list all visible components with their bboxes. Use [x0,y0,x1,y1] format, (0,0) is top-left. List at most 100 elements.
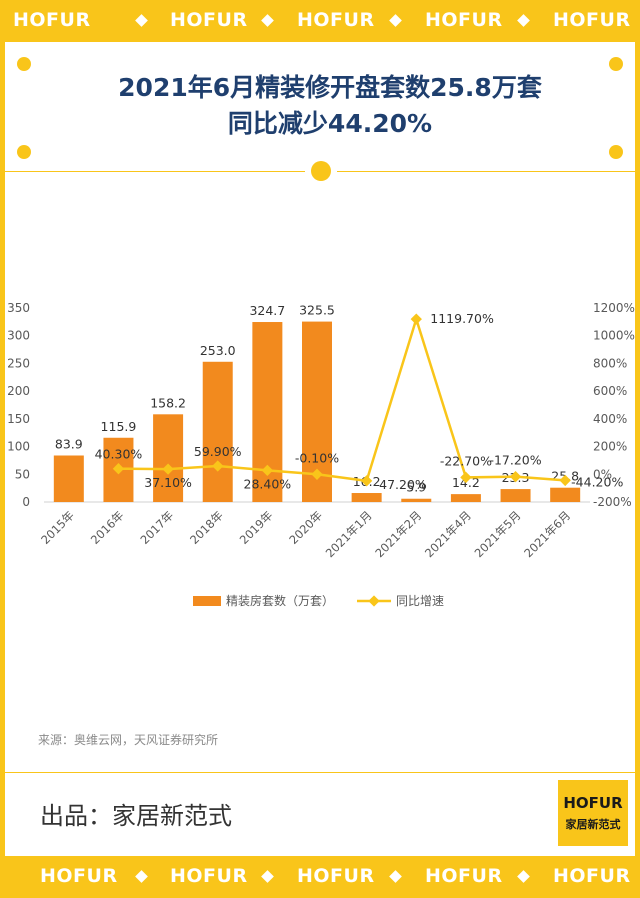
y-right-tick-label: 0% [593,467,612,481]
title-line-2: 同比减少44.20% [227,109,433,138]
producer-credit: 出品：家居新范式 [40,802,232,830]
y-left-tick-label: 350 [7,301,30,315]
y-right-tick-label: 1200% [593,301,635,315]
growth-point [212,460,224,472]
bar-value-label: 83.9 [55,436,83,451]
x-category-label: 2018年 [187,508,226,547]
corner-dot-icon [17,57,31,71]
legend-line-marker [368,595,380,607]
growth-point [360,475,373,487]
bar-value-label: 325.5 [299,303,335,318]
brand-wordmark: HOFUR [425,9,503,31]
bar [202,361,233,502]
x-category-label: 2021年2月 [372,508,424,560]
logo-wordmark: HOFUR [563,794,623,812]
growth-point [559,474,571,487]
diamond-icon [135,14,148,27]
x-category-label: 2016年 [88,508,127,547]
growth-value-label: -0.10% [295,450,339,465]
title-separator-right [337,171,635,172]
bottom-brand-row: HOFUR HOFUR HOFUR HOFUR HOFUR [0,856,640,898]
y-left-tick-label: 0 [22,495,30,509]
diamond-icon [517,870,530,883]
diamond-icon [517,14,530,27]
x-category-label: 2015年 [38,508,77,547]
y-left-tick-label: 150 [7,412,30,426]
bar [53,455,84,502]
growth-line [118,314,566,483]
corner-dot-icon [17,145,31,159]
legend-line-label: 同比增速 [396,594,444,608]
brand-wordmark: HOFUR [297,9,375,31]
growth-point [460,471,472,484]
brand-wordmark: HOFUR [170,9,248,31]
diamond-icon [261,870,274,883]
x-category-label: 2020年 [286,508,325,547]
y-right-tick-label: -200% [593,495,632,509]
y-right-tick-label: 1000% [593,329,635,343]
brand-wordmark: HOFUR [170,865,248,887]
title-separator-left [5,171,305,172]
y-left-tick-label: 250 [7,356,30,370]
growth-value-label: -17.20% [489,453,541,468]
source-note: 来源：奥维云网，天风证券研究所 [38,733,219,747]
growth-value-label: 28.40% [244,476,292,491]
growth-value-label: 37.10% [144,475,192,490]
page-title: 2021年6月精装修开盘套数25.8万套 同比减少44.20% [40,70,620,142]
corner-dot-icon [609,145,623,159]
growth-point [162,463,174,475]
logo-subtitle: 家居新范式 [565,818,621,831]
bar [550,487,581,502]
y-left-tick-label: 300 [7,329,30,343]
growth-point [112,463,125,475]
bottom-brand-band: HOFUR HOFUR HOFUR HOFUR HOFUR [0,856,640,898]
brand-wordmark: HOFUR [553,865,631,887]
brand-wordmark: HOFUR [13,9,91,31]
diamond-icon [389,870,402,883]
growth-value-label: 59.90% [194,444,242,459]
bar [401,498,432,502]
diamond-icon [135,870,148,883]
y-right-tick-label: 200% [593,440,627,454]
x-category-label: 2021年4月 [422,508,474,560]
x-category-label: 2021年1月 [323,508,375,560]
y-right-tick-label: 600% [593,384,627,398]
growth-point [261,464,274,477]
bar [500,489,531,502]
x-category-label: 2021年6月 [521,508,573,560]
growth-point [311,468,323,480]
separator-dot-icon [311,161,331,181]
x-category-label: 2019年 [237,508,276,547]
diamond-icon [389,14,402,27]
title-line-1: 2021年6月精装修开盘套数25.8万套 [118,73,542,102]
bar [450,494,481,502]
x-category-label: 2021年5月 [472,508,524,560]
y-right-tick-label: 800% [593,356,627,370]
growth-value-label: 1119.70% [430,311,494,326]
corner-dot-icon [609,57,623,71]
growth-point [410,313,422,325]
growth-value-label: -47.20% [375,477,427,492]
brand-logo: HOFUR 家居新范式 [558,780,628,846]
brand-wordmark: HOFUR [553,9,631,31]
footer-separator [5,772,635,773]
content-frame [0,42,640,856]
y-left-tick-label: 200 [7,384,30,398]
y-left-tick-label: 100 [7,440,30,454]
top-brand-band: HOFUR HOFUR HOFUR HOFUR HOFUR [0,0,640,42]
combo-chart: 0 50 100 150 200 250 300 350 -200% 0% 200% 400% 600%… [7,301,635,608]
brand-wordmark: HOFUR [297,865,375,887]
bar [351,493,382,502]
legend-bar-swatch [193,596,221,606]
bar-value-label: 324.7 [249,303,285,318]
y-left-tick-label: 50 [15,467,30,481]
bar [153,414,184,502]
bar-value-label: 253.0 [200,343,236,358]
y-right-tick-label: 400% [593,412,627,426]
bar-value-label: 158.2 [150,395,186,410]
growth-value-label: -44.20% [571,474,623,489]
brand-wordmark: HOFUR [40,865,118,887]
legend-bar-label: 精装房套数（万套） [226,593,334,608]
bar-value-label: 5.9 [406,480,426,495]
